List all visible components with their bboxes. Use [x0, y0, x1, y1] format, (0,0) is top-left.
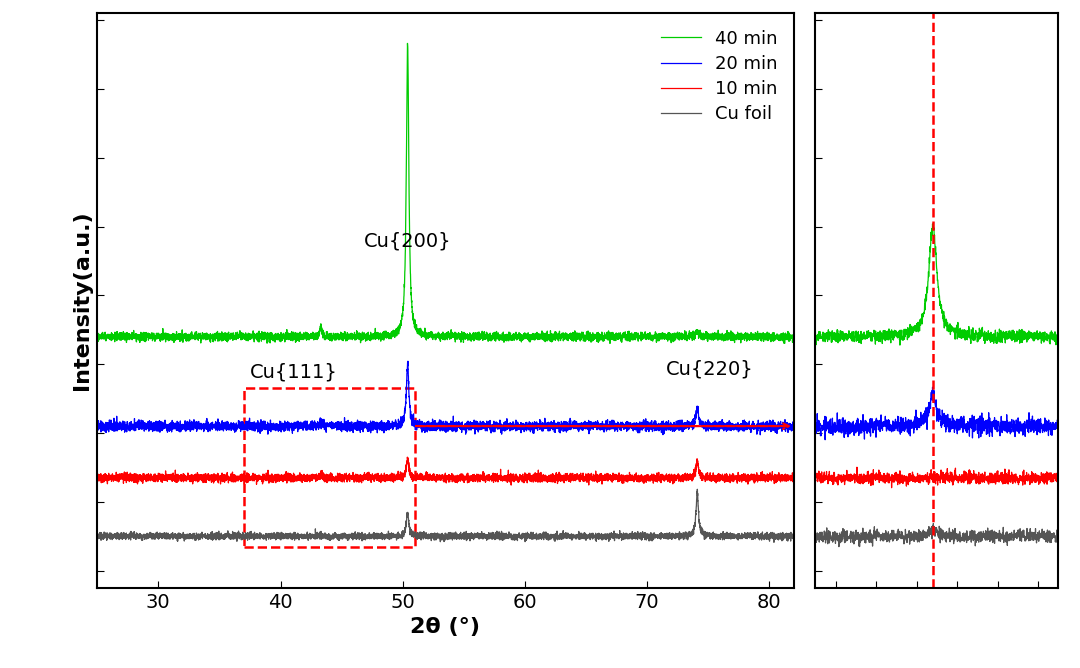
Line: 10 min: 10 min: [97, 457, 794, 485]
Cu foil: [260, 536, 273, 544]
Text: Cu{200}: Cu{200}: [364, 232, 451, 250]
10 min: [91, 470, 104, 478]
10 min: [401, 453, 414, 461]
20 min: [782, 426, 795, 434]
40 min: [260, 330, 273, 338]
Text: Cu{220}: Cu{220}: [665, 359, 753, 378]
20 min: [253, 421, 266, 429]
10 min: [782, 472, 795, 480]
Y-axis label: Intensity(a.u.): Intensity(a.u.): [71, 211, 92, 390]
Bar: [244, 388, 415, 546]
Cu foil: [353, 532, 366, 540]
X-axis label: 2θ (°): 2θ (°): [410, 617, 481, 637]
Cu foil: [691, 485, 704, 493]
40 min: [779, 339, 792, 347]
40 min: [782, 335, 795, 343]
Line: Cu foil: Cu foil: [97, 489, 794, 542]
Cu foil: [782, 532, 795, 540]
Legend: 40 min, 20 min, 10 min, Cu foil: 40 min, 20 min, 10 min, Cu foil: [653, 23, 785, 130]
Cu foil: [91, 532, 104, 540]
40 min: [353, 333, 366, 341]
10 min: [787, 470, 800, 478]
40 min: [91, 329, 104, 337]
Line: 40 min: 40 min: [97, 43, 794, 343]
20 min: [402, 357, 415, 365]
40 min: [787, 332, 800, 340]
10 min: [260, 469, 273, 477]
Cu foil: [253, 531, 266, 539]
10 min: [353, 474, 366, 482]
Cu foil: [787, 532, 800, 540]
20 min: [403, 395, 416, 403]
Cu foil: [768, 538, 781, 546]
20 min: [256, 418, 269, 426]
20 min: [91, 423, 104, 431]
40 min: [256, 332, 269, 340]
Cu foil: [403, 522, 416, 530]
40 min: [253, 338, 266, 346]
20 min: [754, 431, 767, 439]
20 min: [260, 424, 273, 432]
20 min: [787, 419, 800, 427]
Line: 20 min: 20 min: [97, 361, 794, 435]
10 min: [403, 468, 416, 476]
10 min: [253, 471, 266, 479]
Cu foil: [256, 533, 269, 541]
40 min: [401, 39, 414, 47]
10 min: [256, 474, 269, 482]
10 min: [504, 481, 517, 489]
Text: Cu{111}: Cu{111}: [249, 363, 338, 381]
20 min: [353, 421, 366, 429]
40 min: [403, 218, 416, 226]
